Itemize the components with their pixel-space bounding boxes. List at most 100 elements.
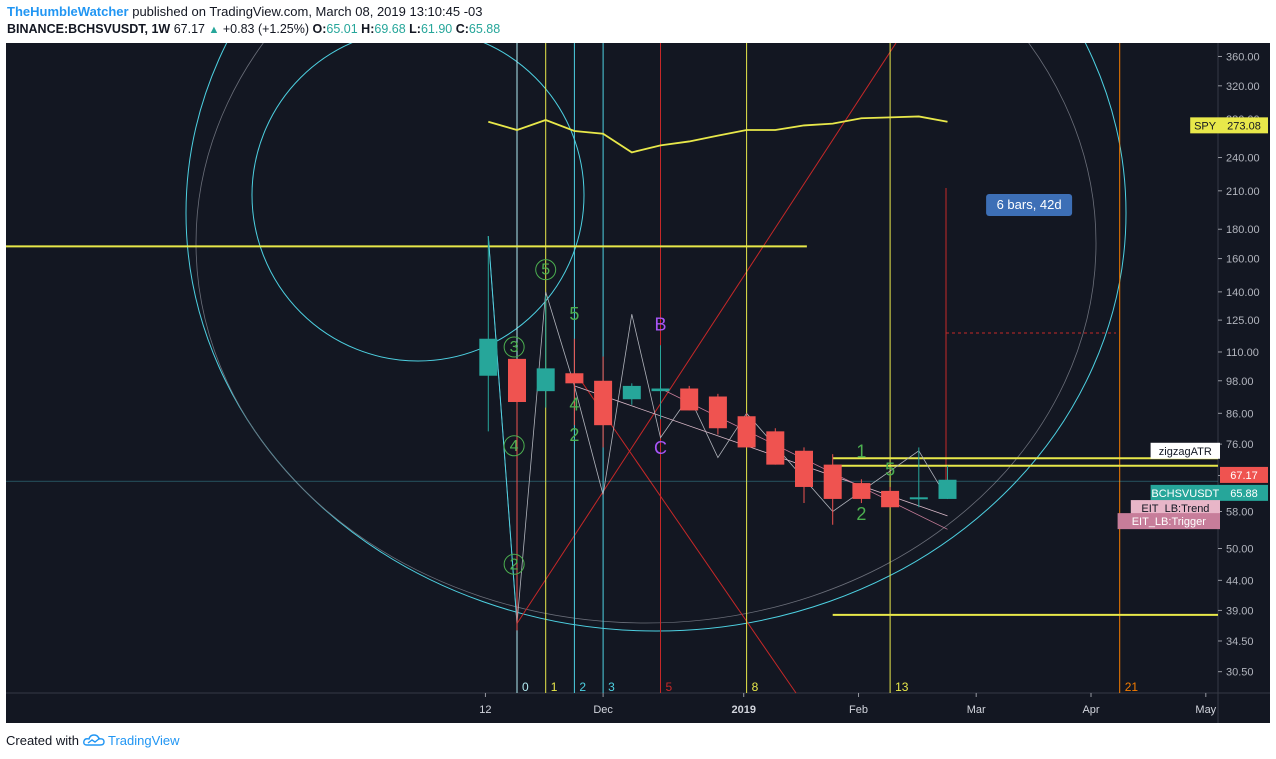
fib-time-label-1: 1 <box>551 680 558 694</box>
price-tick-0: 360.00 <box>1226 51 1260 63</box>
price-tick-19: 30.50 <box>1226 667 1254 679</box>
chart-background <box>6 43 1270 723</box>
price-badge-4: EIT_LB:Trend <box>1130 500 1220 517</box>
wave-circle-1 <box>503 336 525 358</box>
trend-line-up <box>516 43 897 624</box>
high-value: 69.68 <box>374 22 406 36</box>
time-tick-4: Mar <box>967 704 986 716</box>
price-badge-value-2: 67.17 <box>1230 470 1258 482</box>
price-badge-5: EIT_LB:Trigger <box>1117 513 1220 530</box>
close-value: 65.88 <box>468 22 501 36</box>
open-value: 65.01 <box>326 22 358 36</box>
wave-label-1: 3 <box>510 339 519 356</box>
candle-2 <box>536 295 555 408</box>
price-badge-label-1: zigzagATR <box>1159 446 1212 458</box>
candle-body-5 <box>622 385 641 400</box>
candle-7 <box>680 385 699 411</box>
wave-label-11: 2 <box>856 504 866 524</box>
time-tick-2: 2019 <box>731 704 755 716</box>
fib-time-label-4: 5 <box>666 680 673 694</box>
candle-body-2 <box>536 368 555 392</box>
symbol-info: BINANCE:BCHSVUSDT, 1W 67.17 ▲ +0.83 (+1.… <box>7 22 501 36</box>
fib-time-label-6: 13 <box>895 680 909 694</box>
price-tick-4: 210.00 <box>1226 186 1260 198</box>
high-label: H: <box>361 22 375 36</box>
price-tick-12: 76.00 <box>1226 439 1254 451</box>
wave-label-7: B <box>654 314 666 334</box>
candle-body-11 <box>795 450 813 487</box>
fib-time-label-0: 0 <box>522 680 529 694</box>
author-link[interactable]: TheHumbleWatcher <box>7 4 129 19</box>
candle-10 <box>766 428 785 465</box>
wave-label-2: 4 <box>510 438 519 455</box>
candle-body-15 <box>909 497 928 500</box>
price-tick-3: 240.00 <box>1226 153 1260 165</box>
price-badge-value-box-0 <box>1220 117 1268 134</box>
tradingview-link[interactable]: TradingView <box>108 733 180 748</box>
low-value: 61.90 <box>420 22 453 36</box>
wave-circle-0 <box>535 259 557 281</box>
price-tick-14: 58.00 <box>1226 506 1254 518</box>
candle-0 <box>479 236 498 432</box>
spy-line <box>488 115 948 154</box>
wave-label-5: 4 <box>569 394 579 414</box>
created-with-text: Created with <box>6 733 79 748</box>
candle-11 <box>795 447 813 504</box>
fib-arc-small <box>251 43 585 362</box>
publish-info: TheHumbleWatcher published on TradingVie… <box>7 4 483 19</box>
price-tick-8: 125.00 <box>1226 315 1260 327</box>
price-badge-1: zigzagATR <box>1150 442 1220 459</box>
price-badge-value-3: 65.88 <box>1230 488 1258 500</box>
wave-label-0: 5 <box>541 262 550 279</box>
candle-4 <box>594 356 613 448</box>
up-arrow-icon: ▲ <box>208 24 220 36</box>
candle-body-4 <box>594 380 613 426</box>
wave-label-8: C <box>654 438 667 458</box>
time-tick-6: May <box>1195 704 1216 716</box>
candle-14 <box>881 486 900 508</box>
price-badge-label-box-3 <box>1150 484 1220 501</box>
wave-label-9: 1 <box>856 442 866 462</box>
price-tick-7: 140.00 <box>1226 287 1260 299</box>
price-change: +0.83 (+1.25%) <box>222 22 310 36</box>
price-badge-label-5: EIT_LB:Trigger <box>1132 516 1207 528</box>
wave-circle-3 <box>503 553 525 575</box>
price-badge-label-4: EIT_LB:Trend <box>1141 503 1209 515</box>
price-tick-10: 98.00 <box>1226 376 1254 388</box>
price-tick-5: 180.00 <box>1226 224 1260 236</box>
bars-range-label: 6 bars, 42d <box>997 197 1062 212</box>
candle-16 <box>938 465 957 499</box>
symbol-name: BINANCE:BCHSVUSDT <box>7 22 145 36</box>
price-badge-label-box-5 <box>1117 513 1220 530</box>
candle-body-9 <box>737 416 756 448</box>
bars-range-box <box>986 193 1073 216</box>
candle-body-3 <box>565 373 584 384</box>
candle-5 <box>622 383 641 405</box>
candle-8 <box>708 393 727 435</box>
price-tick-16: 44.00 <box>1226 575 1254 587</box>
last-price: 67.17 <box>173 22 205 36</box>
price-tick-1: 320.00 <box>1226 81 1260 93</box>
candle-3 <box>565 338 584 426</box>
wave-label-4: 5 <box>569 304 579 324</box>
footer: Created with TradingView <box>6 733 180 748</box>
price-tick-17: 39.00 <box>1226 605 1254 617</box>
wave-label-10: 5 <box>885 460 895 480</box>
fib-time-label-3: 3 <box>608 680 615 694</box>
price-badge-label-3: BCHSVUSDT <box>1151 488 1219 500</box>
price-badge-label-box-4 <box>1130 500 1220 517</box>
candle-body-12 <box>823 464 842 499</box>
price-tick-9: 110.00 <box>1226 347 1259 359</box>
candle-12 <box>823 454 842 525</box>
wave-label-6: 2 <box>569 425 579 445</box>
wave-label-3: 2 <box>510 556 519 573</box>
fib-arc-grey <box>195 43 1097 624</box>
candle-body-8 <box>708 396 727 429</box>
candle-15 <box>909 447 928 508</box>
interval: 1W <box>151 22 171 36</box>
close-label: C: <box>455 22 469 36</box>
price-tick-18: 34.50 <box>1226 636 1254 648</box>
tradingview-logo-icon <box>82 734 105 746</box>
price-badge-label-box-1 <box>1150 442 1220 459</box>
